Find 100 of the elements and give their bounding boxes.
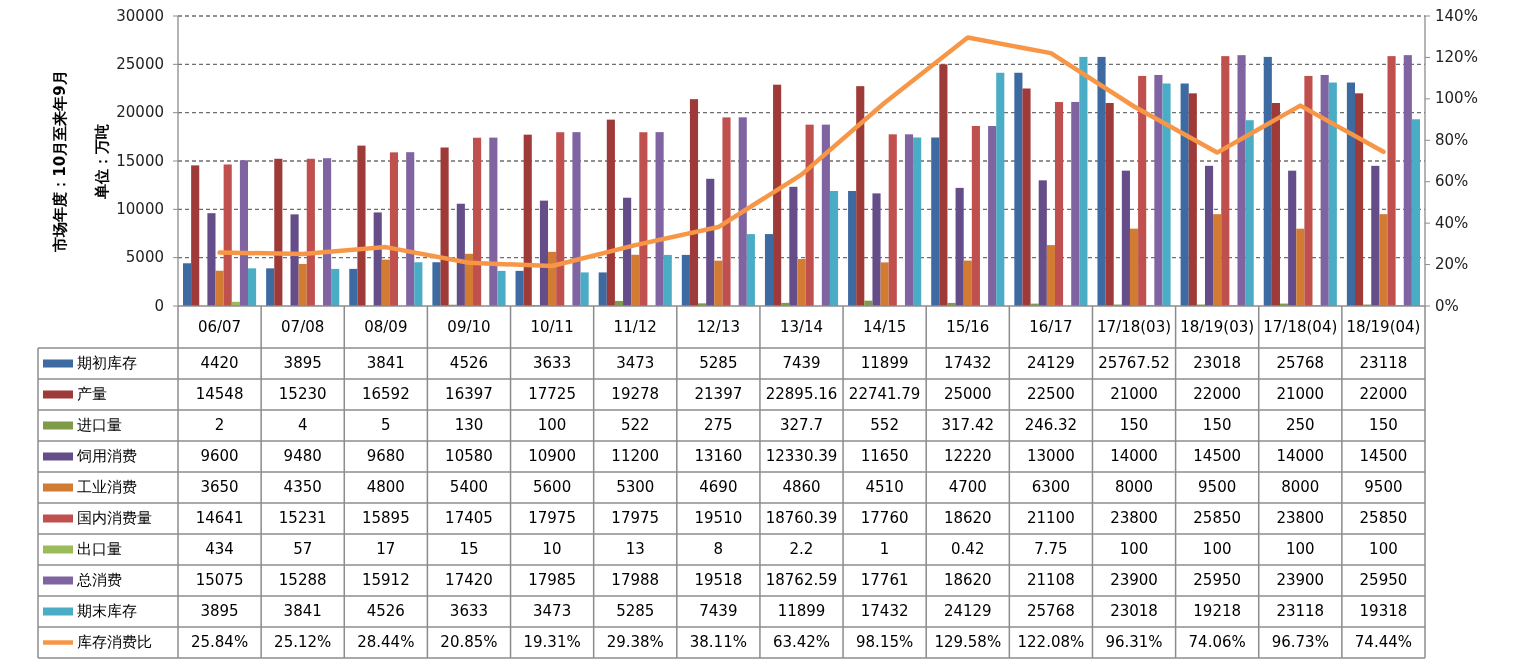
data-label: 100: [537, 416, 567, 434]
data-label: 9500: [1198, 478, 1237, 496]
data-label: 11899: [777, 602, 826, 620]
data-label: 18760.39: [765, 509, 838, 527]
legend-label: 出口量: [77, 540, 122, 558]
data-label: 4510: [865, 478, 904, 496]
legend-label: 工业消费: [77, 478, 137, 496]
legend-label: 国内消费量: [77, 509, 152, 527]
data-label: 14000: [1276, 447, 1325, 465]
data-label: 10: [542, 540, 562, 558]
data-label: 19218: [1193, 602, 1242, 620]
data-label: 4420: [200, 354, 239, 372]
data-label: 14500: [1359, 447, 1408, 465]
x-tick-label: 12/13: [696, 317, 740, 336]
data-label: 25850: [1359, 509, 1408, 527]
x-tick-label: 09/10: [447, 317, 491, 336]
data-label: 11899: [860, 354, 909, 372]
x-tick-label: 08/09: [364, 317, 408, 336]
data-label: 13000: [1027, 447, 1075, 465]
data-label: 21000: [1276, 385, 1325, 403]
legend-label: 期初库存: [77, 354, 137, 372]
data-label: 11200: [611, 447, 660, 465]
data-label: 246.32: [1024, 416, 1078, 434]
data-label: 21397: [694, 385, 743, 403]
y-tick-label: 15000: [116, 151, 164, 170]
data-label: 23800: [1276, 509, 1325, 527]
legend-label: 进口量: [77, 416, 122, 434]
data-label: 275: [704, 416, 733, 434]
data-label: 9680: [366, 447, 405, 465]
y2-tick-label: 0%: [1435, 296, 1459, 315]
data-label: 522: [620, 416, 650, 434]
data-label: 552: [870, 416, 899, 434]
data-label: 74.44%: [1354, 633, 1413, 651]
data-label: 3473: [616, 354, 655, 372]
data-label: 17761: [860, 571, 909, 589]
data-label: 15231: [278, 509, 327, 527]
data-label: 21100: [1027, 509, 1075, 527]
data-label: 25767.52: [1098, 354, 1170, 372]
data-label: 4526: [449, 354, 489, 372]
data-label: 5300: [616, 478, 655, 496]
data-label: 18620: [943, 571, 992, 589]
data-label: 3895: [200, 602, 239, 620]
data-label: 19510: [694, 509, 743, 527]
data-label: 327.7: [780, 416, 823, 434]
data-label: 3841: [283, 602, 322, 620]
data-label: 250: [1285, 416, 1315, 434]
data-label: 16592: [361, 385, 410, 403]
data-label: 7.75: [1034, 540, 1068, 558]
data-label: 4860: [782, 478, 821, 496]
x-tick-label: 13/14: [779, 317, 824, 336]
y2-tick-label: 40%: [1435, 213, 1469, 232]
y2-tick-label: 140%: [1435, 6, 1478, 25]
data-label: 15075: [195, 571, 244, 589]
data-label: 25000: [943, 385, 992, 403]
data-label: 57: [293, 540, 313, 558]
data-label: 98.15%: [856, 633, 914, 651]
data-label: 22000: [1193, 385, 1242, 403]
data-label: 12330.39: [765, 447, 838, 465]
data-label: 100: [1369, 540, 1398, 558]
data-label: 2.2: [789, 540, 814, 558]
data-label: 3633: [533, 354, 572, 372]
y-tick-label: 20000: [116, 103, 164, 122]
y2-tick-label: 60%: [1435, 172, 1469, 191]
data-label: 10900: [528, 447, 576, 465]
x-tick-label: 15/16: [946, 317, 990, 336]
y2-tick-label: 80%: [1435, 130, 1469, 149]
data-label: 16397: [445, 385, 493, 403]
data-label: 74.06%: [1188, 633, 1246, 651]
legend-label: 库存消费比: [77, 633, 152, 651]
data-label: 4350: [283, 478, 322, 496]
data-label: 15230: [278, 385, 327, 403]
x-tick-label: 18/19(03): [1180, 317, 1255, 336]
data-label: 7439: [782, 354, 821, 372]
data-label: 22500: [1027, 385, 1075, 403]
data-label: 3895: [283, 354, 322, 372]
data-label: 25.12%: [274, 633, 332, 651]
data-label: 150: [1119, 416, 1149, 434]
y-tick-label: 10000: [116, 199, 164, 218]
data-label: 23800: [1110, 509, 1158, 527]
y-tick-label: 25000: [116, 54, 164, 73]
data-label: 15895: [361, 509, 410, 527]
data-label: 63.42%: [772, 633, 831, 651]
data-label: 25768: [1276, 354, 1325, 372]
data-label: 11650: [860, 447, 909, 465]
legend-label: 产量: [77, 385, 107, 403]
data-label: 5285: [616, 602, 655, 620]
y2-tick-label: 120%: [1435, 47, 1478, 66]
data-label: 5600: [533, 478, 572, 496]
data-label: 100: [1202, 540, 1232, 558]
data-label: 4800: [366, 478, 405, 496]
x-tick-label: 16/17: [1029, 317, 1073, 336]
data-label: 23118: [1359, 354, 1408, 372]
data-label: 3650: [200, 478, 239, 496]
data-label: 38.11%: [689, 633, 747, 651]
data-label: 100: [1119, 540, 1149, 558]
data-label: 25850: [1193, 509, 1242, 527]
data-label: 22000: [1359, 385, 1408, 403]
data-label: 3633: [449, 602, 489, 620]
data-label: 434: [205, 540, 234, 558]
data-label: 14548: [195, 385, 244, 403]
